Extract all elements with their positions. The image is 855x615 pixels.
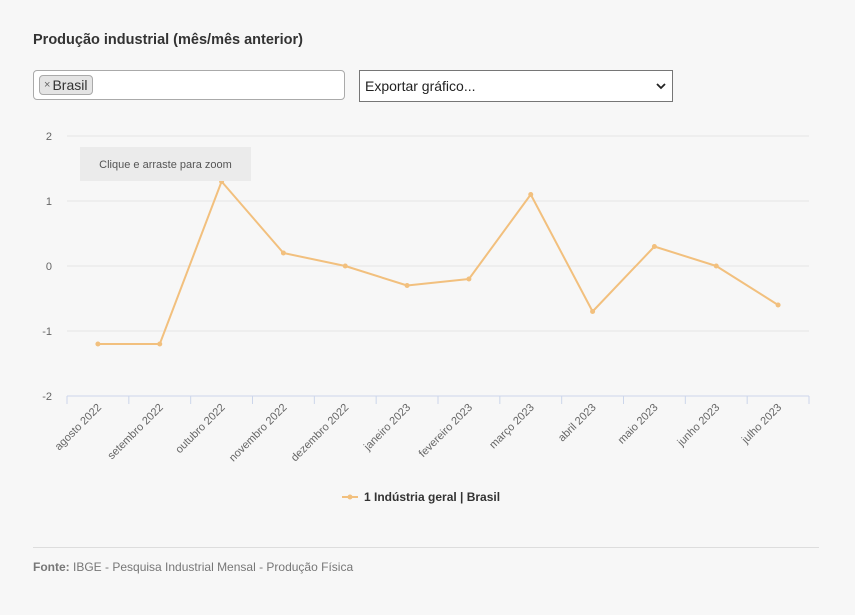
remove-tag-icon[interactable]: × [44,79,51,91]
data-point [466,276,472,282]
x-tick-label: outubro 2022 [173,402,227,456]
source-note: Fonte: IBGE - Pesquisa Industrial Mensal… [33,560,353,574]
zoom-hint-text: Clique e arraste para zoom [99,159,232,171]
x-tick-label: julho 2023 [739,402,784,447]
y-axis: -2 -1 0 1 2 [42,131,52,403]
source-text: IBGE - Pesquisa Industrial Mensal - Prod… [73,560,354,574]
series-industria-geral[interactable] [95,179,781,347]
data-point [651,244,657,249]
series-line [97,180,779,345]
legend[interactable]: 1 Indústria geral | Brasil [342,490,500,504]
x-tick-label: março 2023 [487,402,537,452]
data-point [157,341,163,347]
x-tick-label: abril 2023 [556,402,599,445]
data-point [95,341,101,347]
grid-lines [67,135,809,332]
x-tick-label: maio 2023 [616,402,661,447]
zoom-hint: Clique e arraste para zoom [80,147,251,181]
data-point [590,309,596,314]
legend-item-label: 1 Indústria geral | Brasil [364,490,500,504]
region-filter-input[interactable]: × Brasil [33,70,345,100]
data-point [713,263,719,269]
y-tick-label: -2 [42,391,52,403]
data-point [404,283,410,288]
x-axis: agosto 2022 setembro 2022 outubro 2022 nove… [53,395,810,465]
x-tick-label: dezembro 2022 [289,402,352,465]
x-tick-label: agosto 2022 [53,402,104,453]
chart-title: Produção industrial (mês/mês anterior) [33,32,303,48]
y-tick-label: 1 [46,196,52,208]
data-point [280,250,286,256]
y-tick-label: 2 [46,131,52,143]
region-tag: × Brasil [39,75,94,95]
x-tick-label: novembro 2022 [227,402,290,465]
data-point [342,263,348,269]
legend-symbol-marker [347,494,353,500]
x-tick-label: janeiro 2023 [361,402,413,454]
data-point [775,302,781,308]
export-chart-select[interactable]: Exportar gráfico... [359,70,673,102]
region-tag-label: Brasil [52,77,88,93]
export-select-value: Exportar gráfico... [365,78,476,94]
x-tick-label: fevereiro 2023 [417,402,475,460]
y-tick-label: -1 [42,326,52,338]
data-point [528,192,534,197]
footer-divider [33,547,819,548]
x-tick-label: junho 2023 [675,402,723,450]
source-label: Fonte: [33,560,70,574]
x-tick-label: setembro 2022 [105,402,165,462]
chevron-down-icon [656,83,666,90]
y-tick-label: 0 [46,261,52,273]
